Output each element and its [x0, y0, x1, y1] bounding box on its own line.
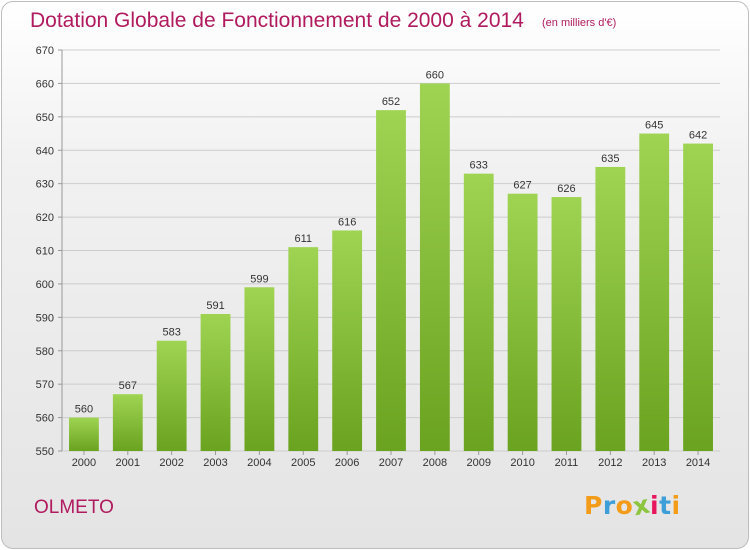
y-tick-label: 560	[36, 413, 54, 425]
x-tick-label: 2007	[379, 457, 403, 469]
value-label: 645	[645, 120, 663, 132]
value-label: 635	[601, 153, 619, 165]
y-tick-label: 600	[36, 279, 54, 291]
bar-2008	[419, 83, 450, 452]
value-label: 627	[513, 180, 531, 192]
bar-2014	[683, 143, 713, 452]
value-label: 616	[338, 216, 356, 228]
logo-letter: t	[659, 491, 672, 520]
value-label: 560	[75, 404, 93, 416]
y-tick-label: 670	[36, 45, 54, 57]
x-tick-label: 2004	[247, 457, 271, 469]
unit-note: (en milliers d'€)	[542, 17, 617, 29]
x-tick-label: 2010	[510, 457, 534, 469]
x-tick-label: 2012	[598, 457, 622, 469]
value-label: 599	[250, 273, 268, 285]
bar-2005	[288, 247, 319, 451]
value-label: 642	[689, 130, 707, 142]
value-label: 660	[426, 69, 444, 81]
x-tick-label: 2003	[203, 457, 227, 469]
bar-2001	[112, 394, 143, 451]
y-tick-label: 590	[36, 312, 54, 324]
logo-letter: i	[650, 491, 660, 520]
logo-letter: i	[671, 491, 681, 520]
bar-2003	[200, 313, 231, 451]
logo-letter: o	[615, 491, 634, 520]
y-tick-label: 640	[36, 145, 54, 157]
logo-letter: r	[602, 491, 616, 520]
x-tick-label: 2013	[642, 457, 666, 469]
x-tick-label: 2014	[686, 457, 710, 469]
x-tick-label: 2011	[555, 457, 579, 469]
bar-layer: 560 567 583 591 599 611 616 652 660 633 627 626 635 6…	[69, 69, 713, 452]
bar-2007	[376, 110, 406, 452]
proxiti-logo: Proxiti	[584, 490, 681, 522]
y-tick-label: 580	[36, 346, 54, 358]
value-label: 611	[294, 233, 312, 245]
bar-2002	[156, 340, 187, 451]
bar-2009	[463, 173, 494, 451]
value-label: 626	[557, 183, 575, 195]
value-label: 652	[382, 96, 400, 108]
x-tick-label: 2005	[291, 457, 315, 469]
bar-2013	[639, 133, 670, 451]
value-label: 591	[206, 300, 224, 312]
chart-title: Dotation Globale de Fonctionnement de 20…	[30, 9, 524, 32]
x-tick-label: 2000	[72, 457, 96, 469]
y-tick-label: 550	[36, 446, 54, 458]
commune-name: OLMETO	[34, 497, 114, 518]
x-tick-label: 2006	[335, 457, 359, 469]
x-tick-label: 2009	[466, 457, 490, 469]
y-tick-label: 570	[36, 379, 54, 391]
bar-2011	[551, 197, 582, 451]
y-tick-label: 620	[36, 212, 54, 224]
y-tick-label: 630	[36, 179, 54, 191]
value-label: 583	[162, 327, 180, 339]
y-tick-label: 660	[36, 78, 54, 90]
value-label: 633	[470, 160, 488, 172]
bar-2012	[595, 166, 626, 452]
bar-2000	[69, 417, 99, 451]
y-tick-label: 650	[36, 112, 54, 124]
axis-layer: 550 560 570 580 590 600 610 620 630 640 650 660 670 2…	[36, 45, 711, 469]
bar-2004	[244, 287, 275, 451]
value-label: 567	[119, 380, 137, 392]
bar-2010	[507, 193, 538, 452]
x-tick-label: 2002	[159, 457, 183, 469]
y-tick-label: 610	[36, 246, 54, 258]
x-tick-label: 2008	[423, 457, 447, 469]
x-tick-label: 2001	[116, 457, 140, 469]
logo-letter: P	[584, 491, 603, 520]
bar-2006	[332, 230, 363, 451]
